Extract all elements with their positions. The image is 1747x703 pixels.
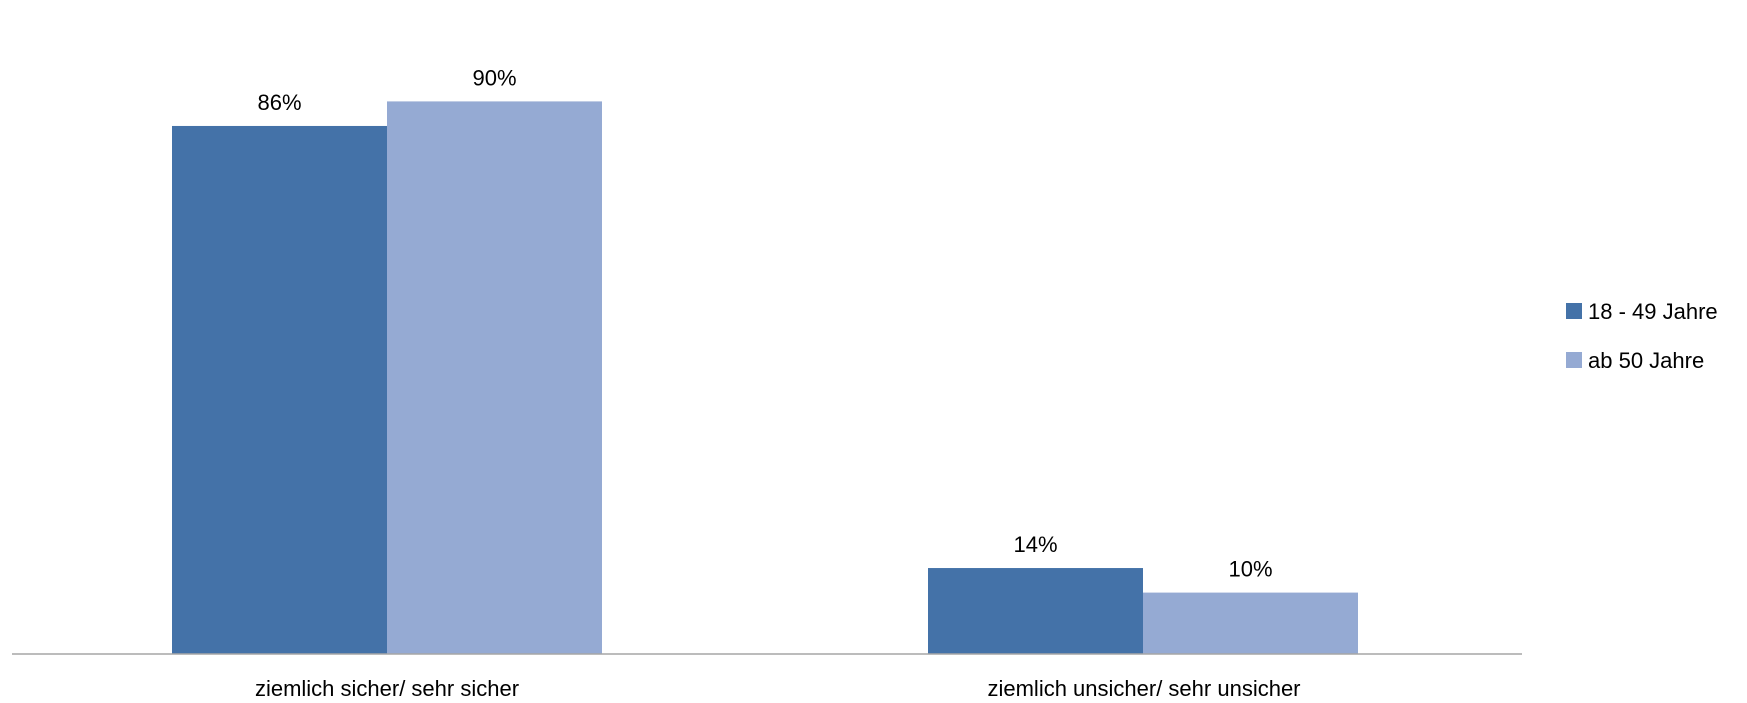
data-label-2-2: 10%	[1228, 557, 1272, 582]
bars-group	[172, 101, 1358, 654]
bar-1-1	[172, 125, 387, 654]
data-label-2-1: 90%	[472, 65, 516, 90]
legend-swatch-1	[1566, 303, 1582, 319]
data-label-1-1: 86%	[257, 90, 301, 115]
legend-label-2: ab 50 Jahre	[1588, 348, 1704, 373]
bar-2-2	[1143, 592, 1358, 654]
category-label-1: ziemlich sicher/ sehr sicher	[255, 676, 519, 701]
data-labels-group: 86% 90% 14% 10%	[257, 65, 1272, 581]
data-label-1-2: 14%	[1013, 532, 1057, 557]
legend: 18 - 49 Jahre ab 50 Jahre	[1566, 299, 1718, 373]
bar-1-2	[928, 568, 1143, 654]
legend-swatch-2	[1566, 352, 1582, 368]
category-label-2: ziemlich unsicher/ sehr unsicher	[987, 676, 1300, 701]
bar-2-1	[387, 101, 602, 654]
category-labels-group: ziemlich sicher/ sehr sicher ziemlich uns…	[255, 676, 1301, 701]
legend-label-1: 18 - 49 Jahre	[1588, 299, 1718, 324]
